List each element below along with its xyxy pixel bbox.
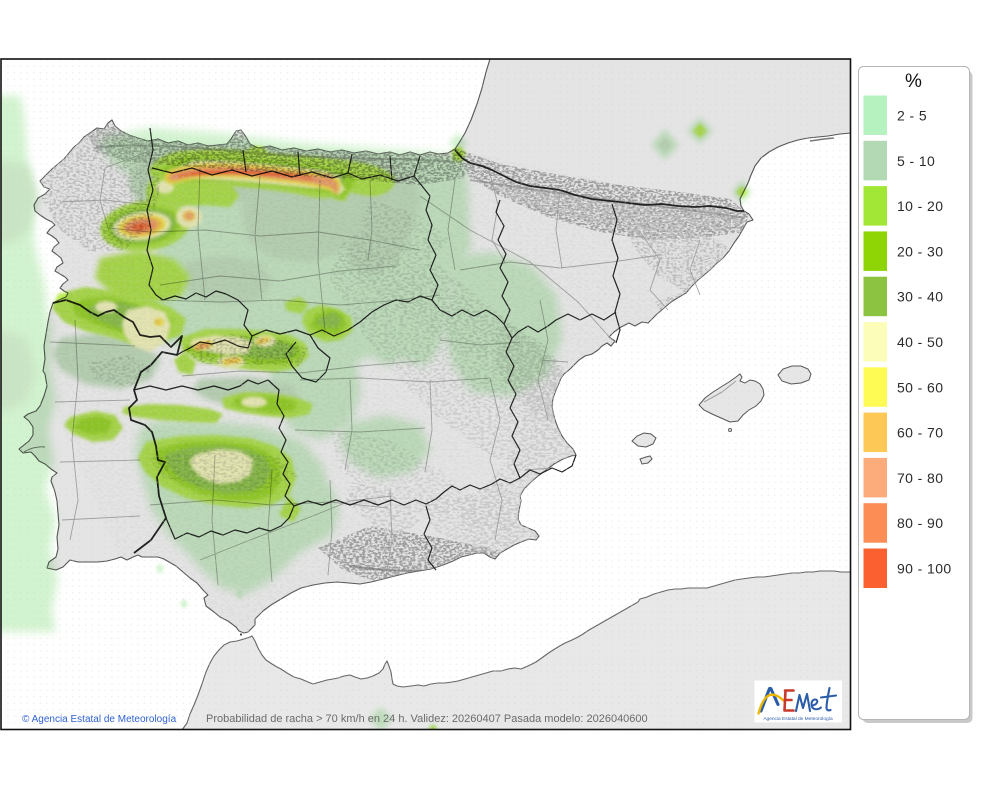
svg-text:30 - 40: 30 - 40	[897, 289, 943, 305]
svg-text:70 - 80: 70 - 80	[897, 470, 943, 486]
svg-text:Probabilidad de racha > 70 km/: Probabilidad de racha > 70 km/h en 24 h.…	[206, 713, 648, 725]
svg-text:5 - 10: 5 - 10	[897, 153, 935, 169]
svg-text:90 - 100: 90 - 100	[897, 561, 952, 577]
svg-text:Agencia Estatal de Meteorologí: Agencia Estatal de Meteorología	[763, 716, 833, 722]
svg-text:40 - 50: 40 - 50	[897, 334, 943, 350]
svg-text:50 - 60: 50 - 60	[897, 379, 943, 395]
svg-text:10 - 20: 10 - 20	[897, 198, 943, 214]
svg-text:20 - 30: 20 - 30	[897, 243, 943, 259]
svg-text:80 - 90: 80 - 90	[897, 515, 943, 531]
svg-text:2 - 5: 2 - 5	[897, 108, 927, 124]
svg-text:%: %	[905, 71, 922, 92]
svg-text:60 - 70: 60 - 70	[897, 425, 943, 441]
svg-text:© Agencia Estatal de Meteorolo: © Agencia Estatal de Meteorología	[22, 714, 177, 725]
